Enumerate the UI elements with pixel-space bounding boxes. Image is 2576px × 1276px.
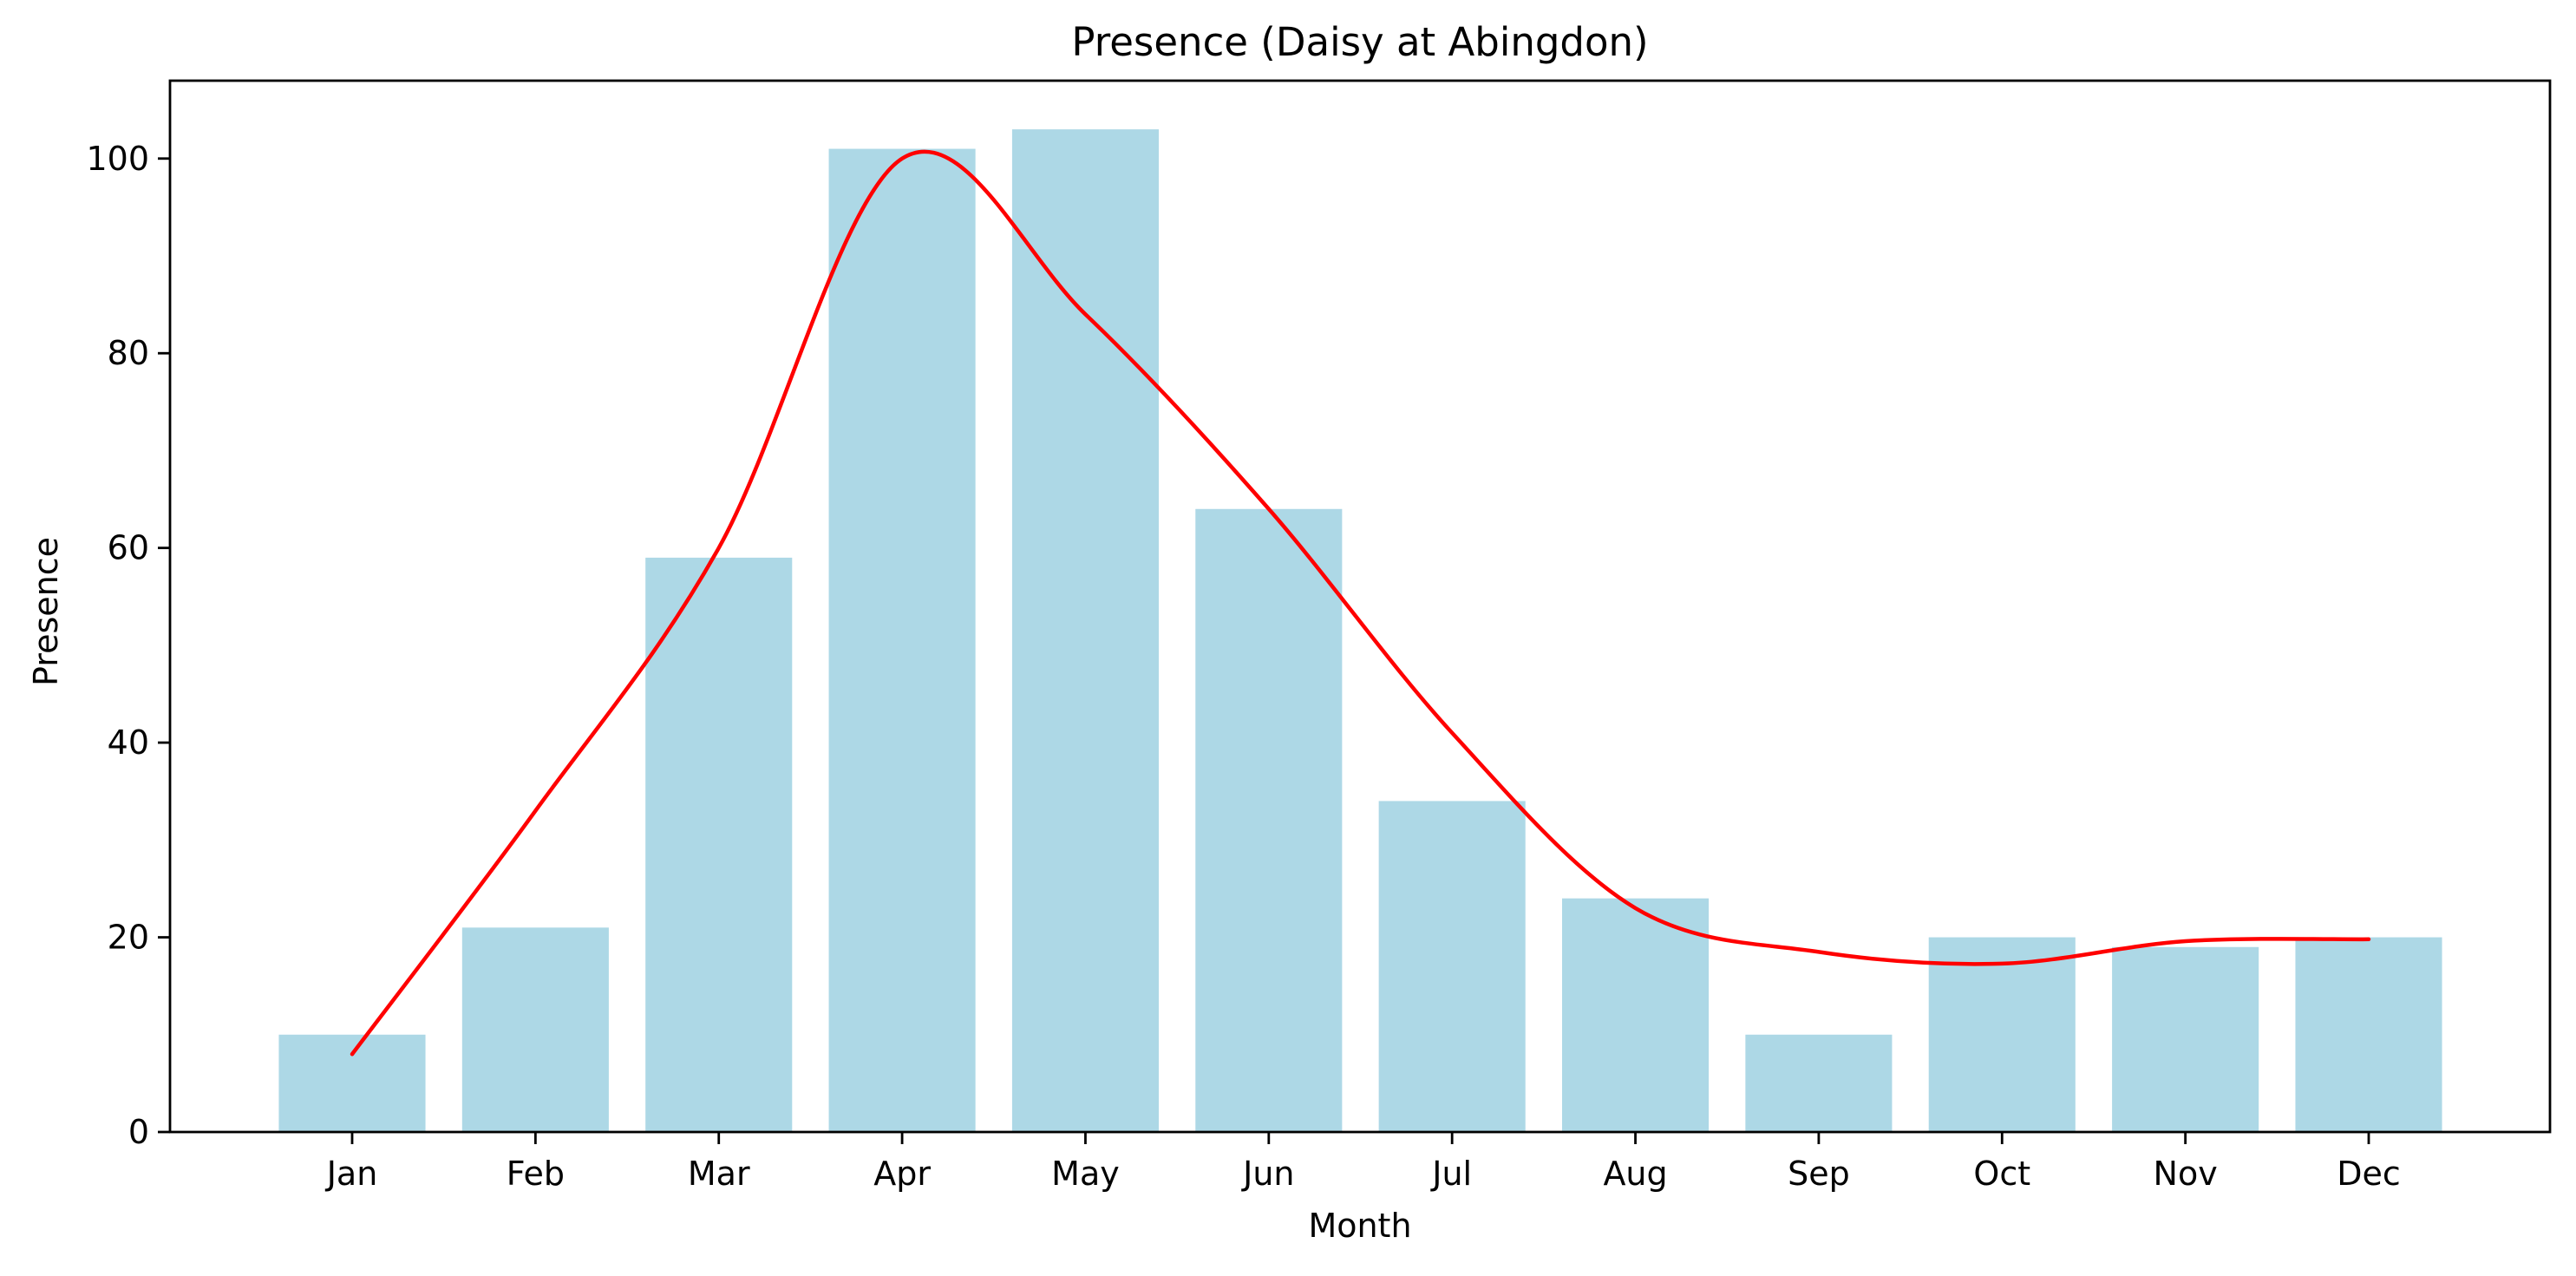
- chart-title: Presence (Daisy at Abingdon): [1071, 19, 1648, 65]
- y-tick-label: 0: [128, 1113, 149, 1151]
- bar-may: [1011, 129, 1159, 1133]
- x-tick-label-jun: Jun: [1241, 1155, 1294, 1193]
- plot-frame: [168, 79, 2552, 1134]
- x-tick-label-aug: Aug: [1603, 1155, 1667, 1193]
- x-tick-label-may: May: [1051, 1155, 1120, 1193]
- bar-jun: [1195, 508, 1343, 1132]
- x-tick-label-oct: Oct: [1973, 1155, 2030, 1193]
- x-axis-title: Month: [1308, 1207, 1411, 1245]
- y-tick-label: 100: [86, 140, 149, 178]
- bar-jul: [1378, 801, 1526, 1132]
- x-tick-label-jan: Jan: [325, 1155, 378, 1193]
- x-axis: Jan Feb Mar Apr May Jun Jul Aug Sep Oct Nov Dec: [325, 1132, 2401, 1193]
- y-axis: 0 20 40 60 80 100: [86, 140, 170, 1151]
- bar-mar: [645, 557, 793, 1132]
- bar-aug: [1562, 898, 1710, 1132]
- x-tick-label-dec: Dec: [2337, 1155, 2401, 1193]
- bar-oct: [1928, 937, 2076, 1132]
- x-tick-label-mar: Mar: [688, 1155, 750, 1193]
- bar-dec: [2295, 937, 2442, 1132]
- y-axis-title: Presence: [27, 537, 65, 686]
- y-tick-label: 40: [108, 723, 149, 762]
- trend-line: [350, 149, 2371, 1057]
- bar-jan: [278, 1034, 426, 1132]
- bar-group: [278, 129, 2442, 1133]
- x-tick-label-apr: Apr: [873, 1155, 931, 1193]
- x-tick-label-feb: Feb: [507, 1155, 565, 1193]
- bar-sep: [1745, 1034, 1893, 1132]
- bar-apr: [828, 148, 976, 1133]
- y-tick-label: 80: [108, 334, 149, 372]
- x-tick-label-nov: Nov: [2154, 1155, 2218, 1193]
- bar-feb: [461, 927, 609, 1132]
- bar-nov: [2112, 946, 2259, 1132]
- x-tick-label-sep: Sep: [1788, 1155, 1850, 1193]
- y-tick-label: 20: [108, 919, 149, 957]
- y-tick-label: 60: [108, 529, 149, 567]
- x-tick-label-jul: Jul: [1430, 1155, 1472, 1193]
